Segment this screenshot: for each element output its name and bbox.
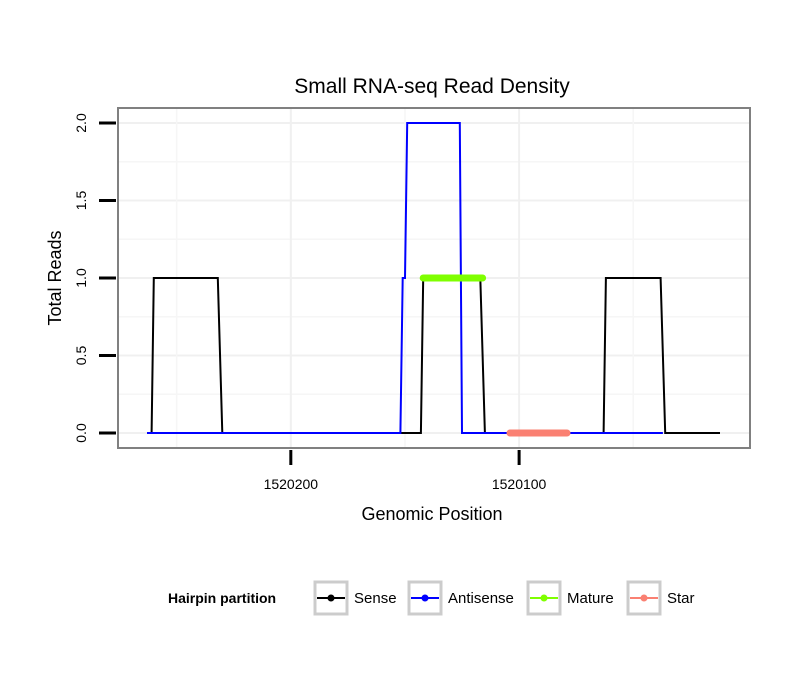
y-tick-label: 0.0 (73, 423, 89, 443)
legend-key-mature (526, 580, 562, 616)
y-tick-label: 1.5 (73, 191, 89, 211)
chart-title: Small RNA-seq Read Density (294, 75, 570, 98)
legend-dot-mature (540, 594, 548, 602)
y-tick-label: 2.0 (73, 113, 89, 133)
legend-title: Hairpin partition (168, 590, 276, 606)
legend-dot-star (640, 594, 648, 602)
legend: Hairpin partition Sense Antisense Mature… (168, 580, 695, 616)
x-tick-label: 1520100 (492, 476, 547, 492)
x-tick-label: 1520200 (264, 476, 319, 492)
x-axis: 1520200 1520100 (264, 450, 547, 492)
series-line-antisense (147, 122, 663, 434)
legend-item-antisense: Antisense (407, 580, 514, 616)
y-tick-label: 0.5 (73, 346, 89, 366)
y-axis-label: Total Reads (45, 230, 65, 325)
legend-label-mature: Mature (567, 590, 614, 607)
legend-dot-sense (327, 594, 335, 602)
legend-label-sense: Sense (354, 590, 397, 607)
legend-item-star: Star (626, 580, 695, 616)
legend-item-sense: Sense (313, 580, 397, 616)
y-tick-label: 1.0 (73, 268, 89, 288)
legend-label-antisense: Antisense (448, 590, 514, 607)
legend-dot-antisense (421, 594, 429, 602)
legend-label-star: Star (667, 590, 695, 607)
y-axis: 0.0 0.5 1.0 1.5 2.0 (73, 113, 116, 443)
series-lines (147, 122, 720, 437)
x-axis-label: Genomic Position (361, 504, 502, 524)
legend-item-mature: Mature (526, 580, 614, 616)
